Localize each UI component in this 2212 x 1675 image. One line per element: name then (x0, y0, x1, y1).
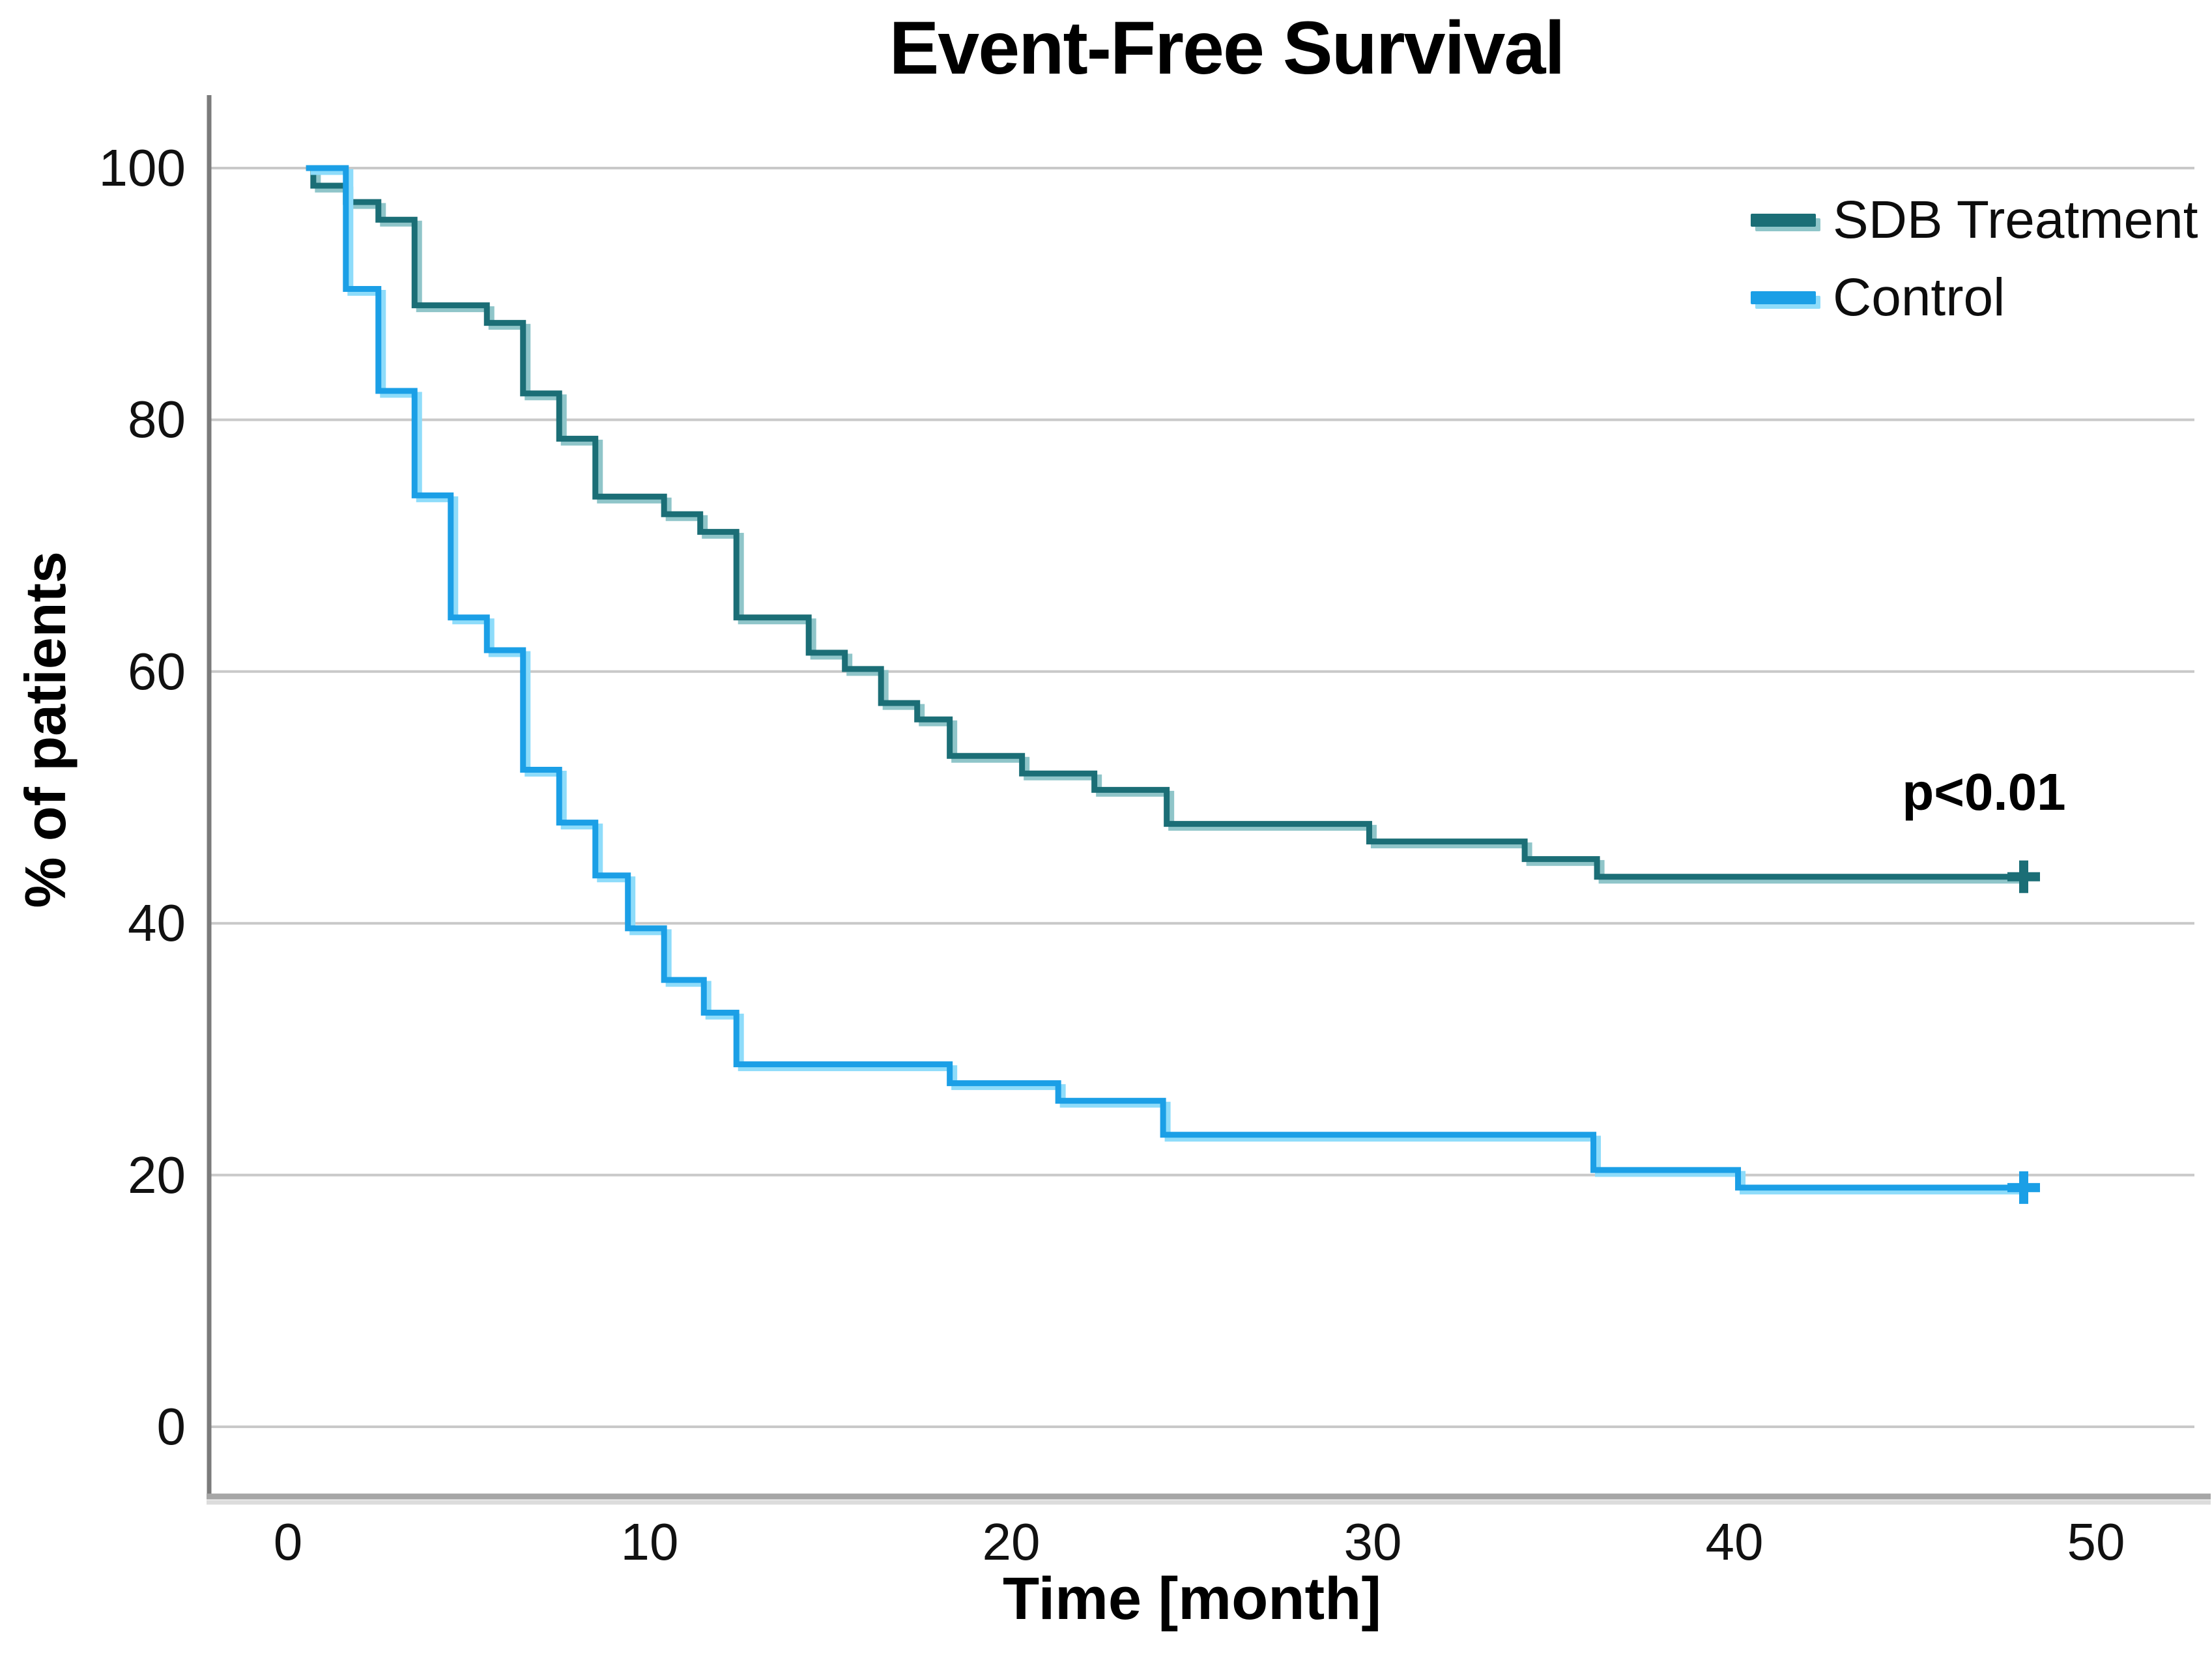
p-value-annotation: p<0.01 (1902, 763, 2066, 821)
legend-label-sdb-treatment: SDB Treatment (1833, 190, 2198, 250)
x-tick-label-0: 0 (273, 1513, 303, 1571)
x-tick-label-40: 40 (1705, 1513, 1764, 1571)
y-tick-label-20: 20 (128, 1145, 186, 1204)
chart-title: Event-Free Survival (889, 7, 1566, 90)
legend-swatch-sdb-treatment-icon (1751, 214, 1816, 227)
x-axis-title: Time [month] (1003, 1566, 1381, 1632)
control-curve-shadow (310, 169, 2028, 1195)
sdb-treatment-curve (306, 165, 2024, 880)
y-axis-title: % of patients (13, 551, 78, 908)
y-tick-label-60: 60 (128, 642, 186, 700)
y-tick-label-100: 100 (98, 139, 186, 197)
y-tick-label-40: 40 (128, 894, 186, 952)
x-tick-label-30: 30 (1343, 1513, 1402, 1571)
x-tick-label-20: 20 (982, 1513, 1041, 1571)
y-tick-label-80: 80 (128, 390, 186, 449)
legend-swatch-control-icon (1751, 291, 1816, 304)
sdb-treatment-curve-shadow (310, 169, 2028, 884)
x-tick-label-10: 10 (620, 1513, 679, 1571)
legend-label-control: Control (1833, 268, 2005, 327)
control-curve (306, 165, 2024, 1191)
y-tick-label-0: 0 (156, 1397, 186, 1455)
x-tick-label-50: 50 (2067, 1513, 2125, 1571)
